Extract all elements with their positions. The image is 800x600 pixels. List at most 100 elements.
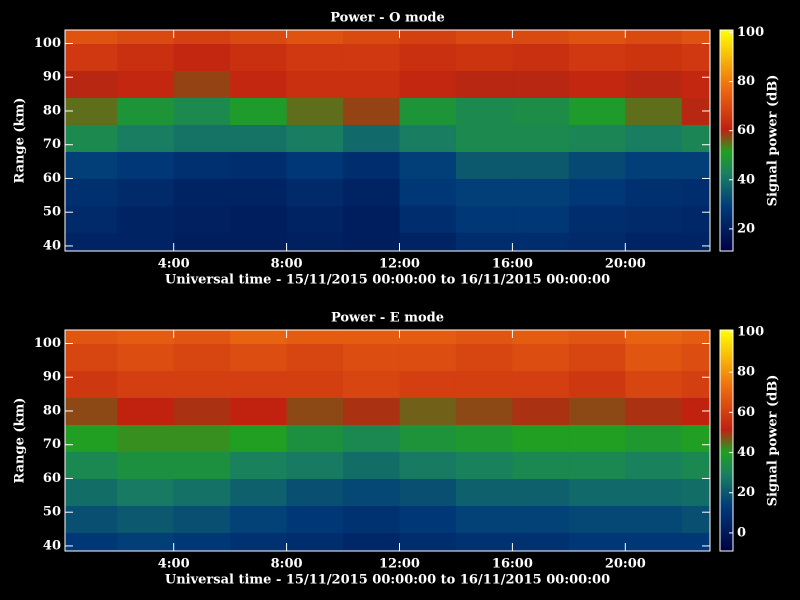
heatmap-cell (568, 97, 626, 125)
y-tick-label: 90 (43, 70, 61, 85)
heatmap-cell (455, 97, 513, 125)
heatmap-cell (117, 151, 175, 179)
heatmap-cell (512, 532, 570, 551)
heatmap-cell (399, 43, 457, 71)
heatmap-cell (65, 451, 118, 479)
heatmap-cell (681, 124, 710, 152)
heatmap (65, 30, 710, 251)
heatmap-cell (286, 151, 344, 179)
x-tick-label: 20:00 (605, 257, 646, 272)
heatmap-cell (65, 178, 118, 206)
heatmap-cell (399, 451, 457, 479)
heatmap-cell (286, 232, 344, 251)
heatmap-cell (286, 505, 344, 533)
heatmap-cell (343, 43, 400, 71)
heatmap-cell (65, 30, 118, 44)
heatmap-cell (568, 343, 626, 371)
heatmap-cell (65, 505, 118, 533)
heatmap-cell (568, 124, 626, 152)
heatmap-cell (286, 478, 344, 506)
heatmap-cell (681, 30, 710, 44)
plot-frame (64, 29, 711, 252)
heatmap-cell (455, 205, 513, 233)
heatmap-cell (399, 424, 457, 452)
heatmap-cell (681, 343, 710, 371)
y-tick-label: 50 (43, 205, 61, 220)
heatmap-cell (230, 505, 288, 533)
heatmap-cell (568, 151, 626, 179)
colorbar-tick-label: 20 (737, 485, 755, 500)
heatmap-cell (568, 70, 626, 98)
heatmap-cell (173, 30, 231, 44)
heatmap-cell (625, 397, 683, 425)
heatmap-cell (399, 397, 457, 425)
heatmap-cell (117, 478, 175, 506)
heatmap-cell (568, 43, 626, 71)
heatmap-cell (65, 343, 118, 371)
heatmap-cell (343, 151, 400, 179)
heatmap-cell (512, 205, 570, 233)
x-tick-label: 8:00 (271, 257, 303, 272)
y-axis-label: Range (km) (13, 398, 28, 484)
heatmap-cell (625, 370, 683, 398)
heatmap-cell (399, 532, 457, 551)
heatmap-cell (568, 178, 626, 206)
y-tick-label: 80 (43, 403, 61, 418)
heatmap-cell (625, 330, 683, 344)
chart-title: Power - O mode (330, 11, 445, 26)
x-tick-label: 8:00 (271, 557, 303, 572)
heatmap-cell (512, 451, 570, 479)
heatmap-cell (568, 451, 626, 479)
heatmap-cell (230, 43, 288, 71)
heatmap-cell (512, 505, 570, 533)
heatmap-cell (65, 397, 118, 425)
heatmap-cell (117, 370, 175, 398)
heatmap-cell (65, 232, 118, 251)
heatmap-cell (455, 478, 513, 506)
x-tick-label: 4:00 (158, 557, 190, 572)
heatmap-cell (455, 397, 513, 425)
heatmap-cell (286, 205, 344, 233)
heatmap-cell (117, 178, 175, 206)
x-tick-label: 16:00 (492, 257, 533, 272)
heatmap-cell (399, 97, 457, 125)
heatmap-cell (625, 124, 683, 152)
heatmap-cell (117, 424, 175, 452)
heatmap-cell (568, 532, 626, 551)
heatmap-cell (512, 124, 570, 152)
heatmap-cell (230, 478, 288, 506)
heatmap-cell (230, 451, 288, 479)
heatmap-cell (230, 424, 288, 452)
heatmap-cell (455, 343, 513, 371)
y-tick-label: 70 (43, 437, 61, 452)
heatmap-cell (286, 370, 344, 398)
heatmap-cell (173, 532, 231, 551)
heatmap-cell (65, 43, 118, 71)
colorbar-tick-label: 80 (737, 74, 755, 89)
y-tick-label: 80 (43, 103, 61, 118)
y-tick-label: 90 (43, 370, 61, 385)
heatmap-cell (625, 505, 683, 533)
y-tick-label: 50 (43, 505, 61, 520)
x-tick-label: 16:00 (492, 557, 533, 572)
colorbar-label: Signal power (dB) (766, 75, 781, 207)
heatmap-cell (65, 330, 118, 344)
heatmap-cell (230, 178, 288, 206)
heatmap-cell (568, 397, 626, 425)
heatmap-cell (455, 30, 513, 44)
heatmap-cell (117, 451, 175, 479)
heatmap-cell (399, 478, 457, 506)
heatmap-cell (286, 397, 344, 425)
heatmap-cell (568, 205, 626, 233)
x-tick-label: 12:00 (379, 557, 420, 572)
heatmap-cell (230, 70, 288, 98)
heatmap-cell (286, 330, 344, 344)
heatmap-cell (625, 30, 683, 44)
heatmap-cell (681, 205, 710, 233)
heatmap-cell (173, 505, 231, 533)
heatmap-cell (625, 205, 683, 233)
heatmap-cell (512, 397, 570, 425)
heatmap-cell (399, 343, 457, 371)
heatmap-cell (117, 97, 175, 125)
heatmap-cell (286, 43, 344, 71)
